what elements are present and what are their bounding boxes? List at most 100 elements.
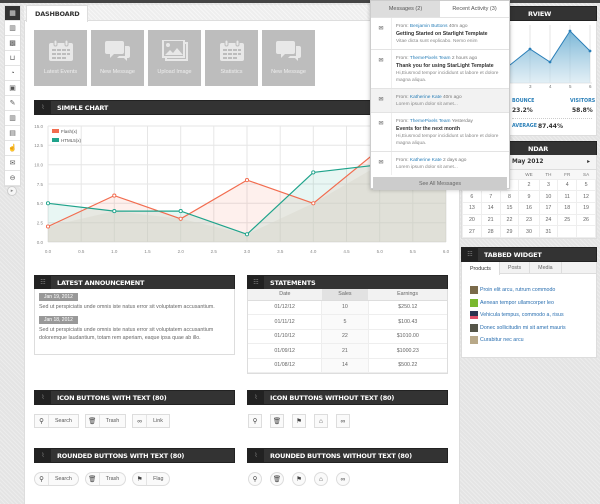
product-item[interactable]: Curabitur nec arcu (462, 334, 596, 347)
flag-button[interactable]: ⚑ (292, 472, 306, 486)
search-button[interactable]: ⚲ (248, 414, 262, 428)
product-item[interactable]: Donec sollicitudin mi sit amet mauris (462, 322, 596, 335)
column-header-date[interactable]: Date (248, 289, 322, 301)
calendar-day[interactable]: 3 (538, 178, 559, 192)
message-sender[interactable]: Katherine Kate (409, 158, 442, 163)
calendar-day[interactable]: 14 (480, 201, 501, 215)
message-sender[interactable]: Katherine Kate (409, 95, 442, 100)
flag-button[interactable]: ⚑ Flag (132, 472, 171, 486)
calendar-day[interactable]: 18 (557, 201, 578, 215)
calendar-day[interactable]: 12 (576, 190, 596, 203)
calendar-day[interactable]: 29 (499, 225, 520, 238)
message-item[interactable]: ✉ From: Benjamin Buttons 40m ago Getting… (371, 17, 509, 49)
product-link[interactable]: Aenean tempor ullamcorper leo (480, 299, 554, 306)
product-item[interactable]: Aenean tempor ullamcorper leo (462, 297, 596, 310)
calendar-day[interactable]: 10 (538, 190, 559, 203)
message-sender[interactable]: ThemePixels Team (409, 119, 451, 124)
trash-button[interactable]: 🗑 (270, 472, 284, 486)
home-button[interactable]: ⌂ (314, 472, 328, 486)
tile-new-message-2[interactable]: New Message (262, 30, 315, 86)
calendar-day[interactable]: 22 (499, 213, 520, 227)
sidebar-item-dashboard[interactable]: ▦ (5, 6, 20, 21)
sidebar-item-columns[interactable]: ▥ (5, 21, 20, 36)
calendar-day[interactable]: 13 (462, 201, 482, 215)
tab-recent-activity[interactable]: Recent Activity (3) (452, 6, 497, 12)
link-button[interactable]: ∞ Link (132, 414, 170, 428)
calendar-day[interactable]: 30 (518, 225, 540, 238)
tab-posts[interactable]: Posts (500, 262, 531, 273)
tab-products[interactable]: Products (462, 262, 500, 275)
calendar-day[interactable]: 17 (538, 201, 559, 215)
calendar-day[interactable]: 20 (462, 213, 482, 227)
trash-button[interactable]: 🗑 Trash (84, 472, 127, 486)
calendar-day[interactable]: 5 (576, 178, 596, 192)
column-header-earnings[interactable]: Earnings (368, 289, 447, 301)
product-link[interactable]: Donec sollicitudin mi sit amet mauris (480, 324, 566, 331)
tab-messages[interactable]: Messages (2) (371, 1, 440, 17)
calendar-day[interactable]: 6 (462, 190, 482, 203)
sidebar-item-calendar[interactable]: ▤ (5, 126, 20, 141)
cell-earnings: $1010.00 (368, 329, 447, 344)
calendar-day[interactable]: 26 (576, 213, 596, 227)
calendar-day[interactable]: 24 (538, 213, 559, 227)
message-item[interactable]: ✉ From: Katherine Kate 40m ago Lorem ips… (371, 88, 509, 112)
sidebar-item-chat[interactable]: ✉ (5, 156, 20, 171)
sidebar-item-blocked[interactable]: ⊖ (5, 171, 20, 186)
calendar-day[interactable]: 2 (518, 178, 540, 192)
sidebar-item-charts[interactable]: ◔ (5, 66, 20, 81)
message-sender[interactable]: ThemePixels Team (409, 56, 451, 61)
calendar-day[interactable]: 21 (480, 213, 501, 227)
search-button[interactable]: ⚲ (248, 472, 262, 486)
product-item[interactable]: Proin elit arcu, rutrum commodo (462, 284, 596, 297)
message-sender[interactable]: Benjamin Buttons (409, 24, 448, 29)
message-item[interactable]: ✉ From: ThemePixels Team 2 hours ago Tha… (371, 49, 509, 88)
product-link[interactable]: Vehicula tempus, commodo a, risus (480, 312, 564, 319)
calendar-day[interactable]: 11 (557, 190, 578, 203)
trash-button[interactable]: 🗑 Trash (84, 414, 127, 428)
link-button[interactable]: ∞ (336, 414, 350, 428)
product-link[interactable]: Proin elit arcu, rutrum commodo (480, 287, 556, 294)
chevron-right-icon: ▸ (10, 188, 14, 194)
calendar-day[interactable] (576, 225, 596, 238)
calendar-day[interactable]: 31 (538, 225, 559, 238)
sidebar-item-list[interactable]: ▥ (5, 111, 20, 126)
calendar-day[interactable]: 16 (518, 201, 540, 215)
product-link[interactable]: Curabitur nec arcu (480, 337, 524, 344)
tile-new-message[interactable]: New Message (91, 30, 144, 86)
tab-dashboard[interactable]: DASHBOARD (26, 5, 89, 22)
calendar-day[interactable]: 25 (557, 213, 578, 227)
tab-media[interactable]: Media (530, 262, 562, 273)
trash-button[interactable]: 🗑 (270, 414, 284, 428)
message-item[interactable]: ✉ From: Katherine Kate 2 days ago Lorem … (371, 151, 509, 175)
flag-button[interactable]: ⚑ (292, 414, 306, 428)
calendar-day[interactable]: 9 (518, 190, 540, 203)
message-item[interactable]: ✉ From: ThemePixels Team Yesterday Event… (371, 112, 509, 151)
next-month-icon[interactable]: ▸ (587, 159, 590, 165)
sidebar-item-gallery[interactable]: ▩ (5, 36, 20, 51)
sidebar-collapse-button[interactable]: ▸ (7, 186, 17, 196)
sidebar-item-laptop[interactable]: ⊔ (5, 51, 20, 66)
calendar-day[interactable]: 15 (499, 201, 520, 215)
tile-statistics[interactable]: Statistics (205, 30, 258, 86)
home-button[interactable]: ⌂ (314, 414, 328, 428)
calendar-day[interactable]: 28 (480, 225, 501, 238)
column-header-sales[interactable]: Sales (321, 289, 369, 301)
calendar-day[interactable] (557, 225, 578, 238)
calendar-day[interactable]: 8 (499, 190, 520, 203)
tile-upload-image[interactable]: Upload Image (148, 30, 201, 86)
widget-title: ICON BUTTONS WITHOUT TEXT (80) (270, 393, 395, 402)
calendar-day[interactable]: 23 (518, 213, 540, 227)
link-button[interactable]: ∞ (336, 472, 350, 486)
search-button[interactable]: ⚲ Search (34, 414, 79, 428)
calendar-day[interactable]: 19 (576, 201, 596, 215)
calendar-day[interactable]: 27 (462, 225, 482, 238)
calendar-day[interactable]: 7 (480, 190, 501, 203)
sidebar-item-edit[interactable]: ✎ (5, 96, 20, 111)
calendar-day[interactable]: 4 (557, 178, 578, 192)
sidebar-item-hand[interactable]: ☝ (5, 141, 20, 156)
sidebar-item-monitor[interactable]: ▣ (5, 81, 20, 96)
see-all-messages-button[interactable]: See All Messages (373, 177, 507, 190)
search-button[interactable]: ⚲ Search (34, 472, 79, 486)
product-item[interactable]: Vehicula tempus, commodo a, risus (462, 309, 596, 322)
tile-latest-events[interactable]: Latest Events (34, 30, 87, 86)
